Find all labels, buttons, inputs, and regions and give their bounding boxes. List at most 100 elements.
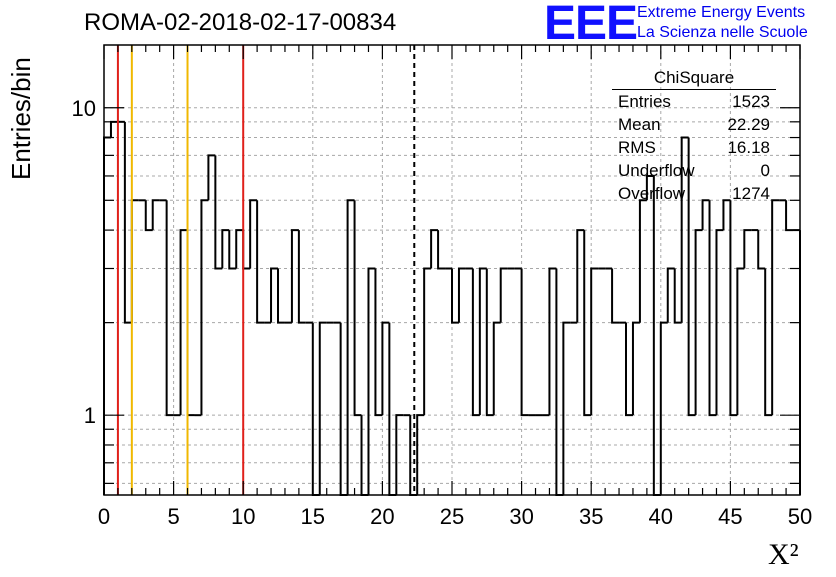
- histogram-bin: [590, 267, 599, 416]
- x-tick-label: 50: [788, 504, 812, 529]
- histogram-bin: [200, 199, 209, 416]
- histogram-bin: [430, 229, 439, 269]
- histogram-bin: [673, 268, 682, 324]
- y-axis-label: Entries/bin: [6, 57, 36, 180]
- histogram-bin: [437, 230, 446, 270]
- stats-divider: [612, 89, 776, 90]
- eee-logo: EEE: [544, 0, 638, 50]
- histogram-bin: [485, 268, 494, 417]
- histogram-bin: [144, 200, 153, 232]
- x-tick-label: 35: [579, 504, 603, 529]
- stats-key: Entries: [618, 92, 671, 111]
- stats-key: Overflow: [618, 184, 686, 203]
- histogram-bin: [736, 267, 745, 416]
- stats-value: 1274: [732, 184, 770, 203]
- x-tick-label: 45: [718, 504, 742, 529]
- histogram-bin: [729, 200, 738, 417]
- histogram-bin: [694, 229, 703, 416]
- histogram-bin: [625, 322, 633, 417]
- histogram-bin: [367, 267, 376, 495]
- histogram-bin: [179, 229, 188, 416]
- histogram-bin: [395, 414, 404, 495]
- histogram-bin: [562, 321, 571, 495]
- y-tick-label: 1: [84, 403, 96, 428]
- stats-box: ChiSquare Entries 1523 Mean 22.29 RMS 16…: [612, 66, 776, 206]
- x-tick-label: 5: [167, 504, 179, 529]
- logo-line-1: Extreme Energy Events: [637, 4, 806, 21]
- y-tick-label: 10: [72, 96, 96, 121]
- histogram-bin: [631, 321, 640, 416]
- histogram-bin: [645, 174, 654, 201]
- histogram-bin: [318, 321, 327, 495]
- histogram-bin: [576, 229, 585, 323]
- histogram-bin: [757, 230, 766, 270]
- x-tick-label: 25: [440, 504, 464, 529]
- histogram-bin: [123, 121, 132, 324]
- histogram-bin: [680, 136, 689, 323]
- histogram-bin: [701, 199, 710, 231]
- x-tick-label: 30: [509, 504, 533, 529]
- histogram-bin: [353, 200, 362, 417]
- stats-key: RMS: [618, 138, 656, 157]
- histogram-bin: [687, 137, 696, 417]
- x-tick-label: 15: [301, 504, 325, 529]
- histogram-bin: [764, 268, 773, 417]
- stats-value: 0: [760, 161, 770, 180]
- stats-key: Underflow: [618, 161, 695, 180]
- stats-row-overflow: Overflow 1274: [618, 184, 770, 206]
- stats-value: 16.18: [727, 138, 770, 157]
- histogram-bin: [659, 321, 668, 495]
- histogram-bin: [228, 230, 237, 270]
- histogram-bin: [520, 268, 529, 417]
- histogram-bin: [290, 229, 299, 323]
- stats-key: Mean: [618, 115, 661, 134]
- histogram-bin: [165, 200, 174, 417]
- stats-row-entries: Entries 1523: [618, 92, 770, 114]
- stats-row-underflow: Underflow 0: [618, 161, 770, 183]
- histogram-bin: [277, 268, 285, 324]
- histogram-bin: [416, 414, 425, 495]
- histogram-bin: [207, 154, 216, 201]
- histogram-bin: [478, 267, 487, 416]
- histogram-bin: [346, 199, 355, 495]
- histogram-bin: [722, 199, 731, 231]
- histogram-bin: [214, 155, 223, 270]
- histogram-bin: [423, 267, 432, 416]
- histogram-bin: [743, 229, 752, 269]
- x-tick-label: 20: [370, 504, 394, 529]
- histogram-bin: [471, 268, 480, 417]
- x-axis-label: X²: [768, 538, 799, 571]
- histogram-bin: [235, 229, 244, 269]
- stats-row-mean: Mean 22.29: [618, 115, 770, 137]
- histogram-bin: [451, 268, 459, 324]
- histogram-bin: [151, 199, 160, 231]
- x-tick-label: 0: [98, 504, 110, 529]
- histogram-bin: [221, 229, 230, 269]
- histogram-bin: [457, 267, 466, 323]
- histogram-bin: [708, 200, 717, 417]
- histogram-bin: [771, 199, 780, 416]
- histogram-bin: [249, 199, 258, 269]
- histogram-bin: [381, 321, 390, 416]
- histogram-bin: [715, 229, 724, 416]
- histogram-bin: [256, 200, 265, 324]
- stats-title: ChiSquare: [653, 68, 735, 87]
- histogram-bin: [374, 268, 383, 417]
- histogram-bin: [499, 267, 508, 323]
- histogram-bin: [297, 230, 306, 324]
- histogram-bin: [666, 267, 675, 323]
- histogram-bin: [583, 230, 592, 417]
- logo-line-2: La Scienza nelle Scuole: [637, 24, 808, 41]
- stats-value: 1523: [732, 92, 770, 111]
- histogram-bin: [638, 199, 647, 323]
- histogram-bin: [611, 268, 620, 324]
- stats-value: 22.29: [727, 115, 770, 134]
- chart-title: ROMA-02-2018-02-17-00834: [84, 9, 397, 36]
- histogram-bin: [492, 321, 501, 416]
- x-tick-label: 10: [231, 504, 255, 529]
- x-tick-label: 40: [649, 504, 673, 529]
- histogram-bin: [270, 267, 278, 323]
- histogram-bin: [548, 267, 557, 416]
